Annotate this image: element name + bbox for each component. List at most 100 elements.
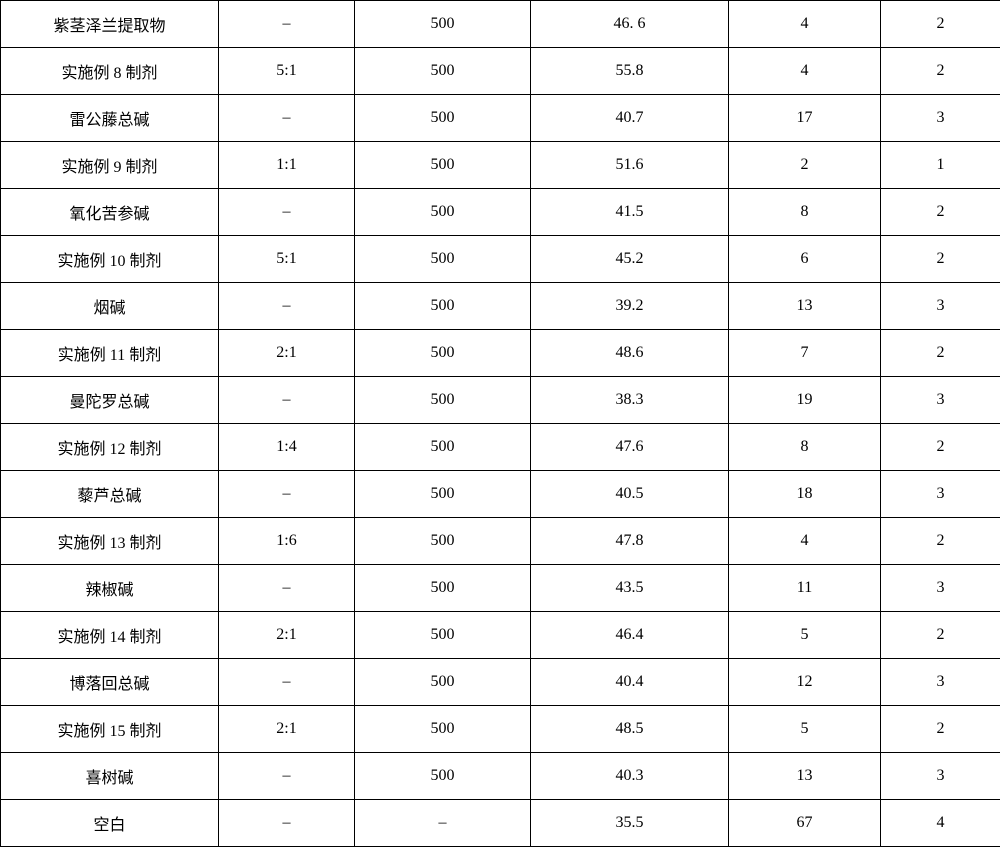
cell-name: 辣椒碱 [1, 565, 219, 612]
cell-value-b: 40.7 [531, 95, 729, 142]
cell-value-b: 48.5 [531, 706, 729, 753]
cell-value-b: 45.2 [531, 236, 729, 283]
cell-ratio: – [219, 95, 355, 142]
cell-name: 藜芦总碱 [1, 471, 219, 518]
cell-name: 紫茎泽兰提取物 [1, 1, 219, 48]
table-row: 实施例 10 制剂 5:1 500 45.2 6 2 [1, 236, 1000, 283]
cell-ratio: 1:1 [219, 142, 355, 189]
data-table: 紫茎泽兰提取物 – 500 46. 6 4 2 实施例 8 制剂 5:1 500… [0, 0, 1000, 847]
cell-value-a: 500 [355, 48, 531, 95]
cell-name: 空白 [1, 800, 219, 847]
cell-value-d: 2 [881, 706, 1000, 753]
table-row: 辣椒碱 – 500 43.5 11 3 [1, 565, 1000, 612]
cell-value-a: 500 [355, 565, 531, 612]
cell-value-b: 47.6 [531, 424, 729, 471]
cell-value-d: 3 [881, 95, 1000, 142]
cell-value-b: 38.3 [531, 377, 729, 424]
cell-value-b: 55.8 [531, 48, 729, 95]
cell-name: 喜树碱 [1, 753, 219, 800]
cell-value-c: 67 [729, 800, 881, 847]
cell-value-a: 500 [355, 753, 531, 800]
cell-value-d: 3 [881, 377, 1000, 424]
table-row: 实施例 15 制剂 2:1 500 48.5 5 2 [1, 706, 1000, 753]
cell-name: 氧化苦参碱 [1, 189, 219, 236]
cell-name: 实施例 13 制剂 [1, 518, 219, 565]
cell-value-b: 46. 6 [531, 1, 729, 48]
cell-value-d: 2 [881, 236, 1000, 283]
cell-value-c: 8 [729, 189, 881, 236]
cell-value-c: 2 [729, 142, 881, 189]
cell-value-a: 500 [355, 283, 531, 330]
cell-ratio: – [219, 189, 355, 236]
cell-value-d: 2 [881, 424, 1000, 471]
cell-ratio: 5:1 [219, 48, 355, 95]
cell-value-c: 19 [729, 377, 881, 424]
cell-value-d: 2 [881, 48, 1000, 95]
cell-name: 实施例 11 制剂 [1, 330, 219, 377]
cell-value-c: 4 [729, 48, 881, 95]
cell-value-b: 35.5 [531, 800, 729, 847]
cell-ratio: – [219, 565, 355, 612]
cell-value-c: 8 [729, 424, 881, 471]
cell-value-d: 3 [881, 471, 1000, 518]
cell-name: 实施例 14 制剂 [1, 612, 219, 659]
cell-ratio: 2:1 [219, 330, 355, 377]
cell-value-a: 500 [355, 330, 531, 377]
cell-value-a: 500 [355, 142, 531, 189]
cell-value-b: 46.4 [531, 612, 729, 659]
cell-value-d: 2 [881, 330, 1000, 377]
cell-value-d: 2 [881, 612, 1000, 659]
table-row: 紫茎泽兰提取物 – 500 46. 6 4 2 [1, 1, 1000, 48]
table-row: 雷公藤总碱 – 500 40.7 17 3 [1, 95, 1000, 142]
table-row: 喜树碱 – 500 40.3 13 3 [1, 753, 1000, 800]
cell-value-c: 5 [729, 612, 881, 659]
cell-value-d: 3 [881, 659, 1000, 706]
cell-ratio: – [219, 471, 355, 518]
cell-value-b: 40.4 [531, 659, 729, 706]
cell-value-a: 500 [355, 377, 531, 424]
cell-value-d: 2 [881, 1, 1000, 48]
cell-value-a: 500 [355, 424, 531, 471]
table-row: 藜芦总碱 – 500 40.5 18 3 [1, 471, 1000, 518]
cell-value-a: 500 [355, 706, 531, 753]
cell-value-b: 41.5 [531, 189, 729, 236]
cell-name: 实施例 8 制剂 [1, 48, 219, 95]
cell-value-a: – [355, 800, 531, 847]
table-row: 实施例 11 制剂 2:1 500 48.6 7 2 [1, 330, 1000, 377]
cell-value-c: 4 [729, 1, 881, 48]
cell-value-b: 43.5 [531, 565, 729, 612]
table-row: 博落回总碱 – 500 40.4 12 3 [1, 659, 1000, 706]
cell-value-c: 17 [729, 95, 881, 142]
cell-ratio: 1:6 [219, 518, 355, 565]
cell-ratio: – [219, 659, 355, 706]
cell-value-c: 5 [729, 706, 881, 753]
cell-value-d: 3 [881, 565, 1000, 612]
table-row: 实施例 14 制剂 2:1 500 46.4 5 2 [1, 612, 1000, 659]
table-row: 曼陀罗总碱 – 500 38.3 19 3 [1, 377, 1000, 424]
cell-value-c: 13 [729, 753, 881, 800]
cell-name: 实施例 15 制剂 [1, 706, 219, 753]
cell-name: 雷公藤总碱 [1, 95, 219, 142]
cell-ratio: 5:1 [219, 236, 355, 283]
cell-value-b: 51.6 [531, 142, 729, 189]
cell-value-d: 3 [881, 753, 1000, 800]
cell-name: 实施例 9 制剂 [1, 142, 219, 189]
table-row: 氧化苦参碱 – 500 41.5 8 2 [1, 189, 1000, 236]
cell-value-b: 40.3 [531, 753, 729, 800]
cell-ratio: – [219, 377, 355, 424]
cell-value-c: 13 [729, 283, 881, 330]
cell-value-a: 500 [355, 236, 531, 283]
table-body: 紫茎泽兰提取物 – 500 46. 6 4 2 实施例 8 制剂 5:1 500… [1, 1, 1000, 847]
cell-value-d: 3 [881, 283, 1000, 330]
cell-value-b: 48.6 [531, 330, 729, 377]
cell-ratio: – [219, 800, 355, 847]
cell-value-c: 6 [729, 236, 881, 283]
table-row: 实施例 8 制剂 5:1 500 55.8 4 2 [1, 48, 1000, 95]
table-row: 实施例 13 制剂 1:6 500 47.8 4 2 [1, 518, 1000, 565]
cell-value-a: 500 [355, 189, 531, 236]
cell-name: 烟碱 [1, 283, 219, 330]
cell-value-c: 4 [729, 518, 881, 565]
cell-value-d: 1 [881, 142, 1000, 189]
cell-value-a: 500 [355, 518, 531, 565]
cell-ratio: – [219, 1, 355, 48]
